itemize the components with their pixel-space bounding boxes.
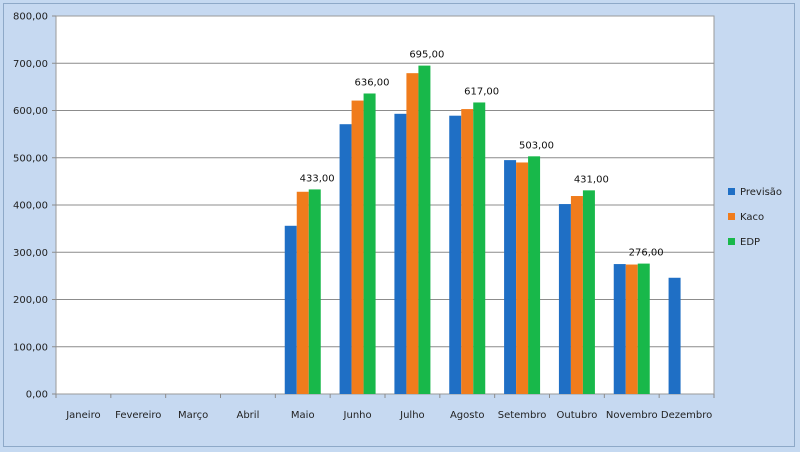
bar-previsão [504,160,517,394]
y-tick-label: 600,00 [13,106,48,117]
legend-label: Kaco [740,212,764,223]
y-tick-label: 400,00 [13,201,48,212]
x-tick-label: Maio [291,410,315,421]
legend: Previsão Kaco EDP [728,187,782,248]
bar-kaco [461,109,474,395]
bar-edp [528,156,541,394]
bar-previsão [339,124,352,394]
x-tick-label: Junho [343,410,372,421]
y-tick-label: 300,00 [13,248,48,259]
x-tick-label: Agosto [450,410,485,421]
data-label: 433,00 [300,173,335,184]
legend-swatch-kaco [728,213,735,220]
bar-edp [418,65,431,395]
x-tick-label: Dezembro [661,410,712,421]
bar-edp [363,93,376,395]
y-axis-ticks: 0,00 100,00 200,00 300,00 400,00 500,00 600,00… [13,12,48,401]
bars [284,65,681,395]
bar-edp [637,263,650,394]
data-label: 695,00 [409,50,444,61]
bar-edp [308,189,321,394]
x-tick-label: Janeiro [65,410,100,421]
y-tick-label: 800,00 [13,12,48,23]
bar-kaco [516,162,529,394]
data-label: 503,00 [519,140,554,151]
data-label: 636,00 [354,77,389,88]
x-tick-label: Julho [399,410,425,421]
x-axis-ticks: Janeiro Fevereiro Março Abril Maio Junho Julho… [65,410,712,421]
x-tick-label: Abril [236,410,259,421]
data-label: 276,00 [629,248,664,259]
x-tick-label: Novembro [606,410,658,421]
bar-edp [582,190,595,394]
legend-label: EDP [740,237,760,248]
bar-previsão [449,115,462,394]
bar-kaco [570,196,583,394]
legend-swatch-previsão [728,188,735,195]
y-tick-label: 200,00 [13,295,48,306]
bar-kaco [406,73,419,395]
bar-kaco [296,191,309,394]
bar-edp [473,102,486,394]
x-tick-label: Setembro [498,410,547,421]
y-tick-label: 700,00 [13,59,48,70]
y-tick-label: 0,00 [26,390,48,401]
x-tick-label: Outubro [557,410,598,421]
y-tick-label: 100,00 [13,342,48,353]
data-label: 617,00 [464,86,499,97]
legend-swatch-edp [728,238,735,245]
y-tick-label: 500,00 [13,153,48,164]
bar-previsão [613,264,626,394]
bar-kaco [625,264,638,394]
data-labels: 433,00 636,00 695,00 617,00 503,00 431,00 276,… [300,50,664,259]
gridlines [52,15,715,398]
legend-label: Previsão [740,187,782,198]
x-tick-label: Março [178,410,208,421]
bar-kaco [351,100,364,394]
x-tick-label: Fevereiro [115,410,161,421]
bar-previsão [668,277,681,394]
bar-previsão [394,113,407,395]
bar-previsão [558,204,571,394]
bar-previsão [284,225,297,394]
data-label: 431,00 [574,174,609,185]
